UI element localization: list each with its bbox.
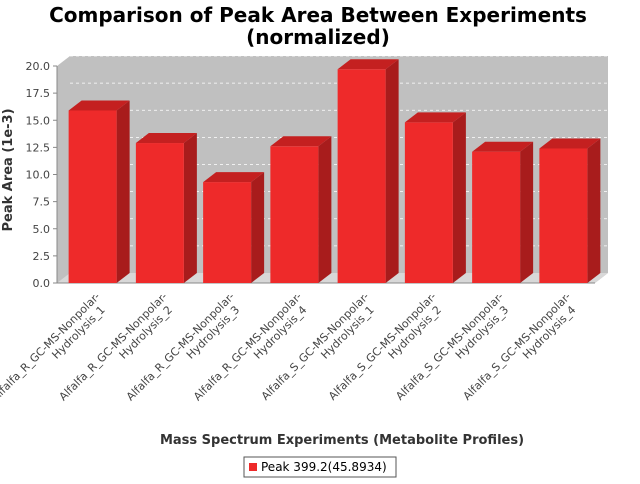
bar-top bbox=[270, 136, 332, 147]
x-tick-label-line: Alfalfa_S_GC-MS-Nonpolar- bbox=[461, 290, 574, 403]
bar-side bbox=[452, 112, 466, 283]
bar-side bbox=[520, 141, 534, 283]
bar-top bbox=[203, 172, 265, 183]
legend-label: Peak 399.2(45.8934) bbox=[261, 460, 387, 474]
y-tick-label: 7.5 bbox=[33, 196, 51, 209]
bar-front bbox=[270, 146, 319, 283]
chart-subtitle: (normalized) bbox=[246, 25, 390, 49]
y-tick-label: 10.0 bbox=[26, 169, 51, 182]
bar-top bbox=[68, 100, 130, 111]
plot-floor bbox=[57, 273, 608, 283]
bar-top bbox=[337, 59, 399, 70]
bar-front bbox=[337, 69, 386, 283]
bar bbox=[68, 100, 130, 283]
bar-top bbox=[135, 133, 197, 144]
bar-top bbox=[539, 138, 601, 149]
legend-box bbox=[243, 456, 397, 478]
bar bbox=[135, 133, 197, 283]
y-tick-label: 0.0 bbox=[33, 277, 51, 290]
y-tick-label: 15.0 bbox=[26, 114, 51, 127]
bar bbox=[270, 136, 332, 283]
x-axis-label: Mass Spectrum Experiments (Metabolite Pr… bbox=[160, 433, 524, 448]
bar-front bbox=[203, 182, 252, 283]
bar-top bbox=[404, 112, 466, 123]
bar-front bbox=[404, 122, 453, 283]
bar bbox=[539, 138, 601, 283]
y-axis: 0.0 2.5 5.0 7.5 10.0 12.5 15.0 17.5 20.0 bbox=[26, 60, 57, 290]
legend-swatch bbox=[249, 463, 257, 471]
x-tick-label-line: Alfalfa_R_GC-MS-Nonpolar- bbox=[0, 290, 103, 403]
legend: Peak 399.2(45.8934) bbox=[243, 456, 397, 478]
bar bbox=[203, 172, 265, 283]
bar-front bbox=[539, 148, 588, 283]
x-axis: Alfalfa_R_GC-MS-Nonpolar-Hydrolysis_1Alf… bbox=[0, 290, 578, 403]
x-tick-label-line: Alfalfa_S_GC-MS-Nonpolar- bbox=[393, 290, 506, 403]
bar-side bbox=[183, 133, 197, 283]
bar-side bbox=[385, 59, 399, 283]
bar bbox=[337, 59, 399, 283]
y-tick-label: 2.5 bbox=[33, 250, 51, 263]
y-tick-label: 17.5 bbox=[26, 87, 51, 100]
bar-top bbox=[472, 141, 534, 152]
bar-front bbox=[135, 143, 184, 283]
y-tick-label: 20.0 bbox=[26, 60, 51, 73]
bar-side bbox=[251, 172, 265, 283]
x-tick-label-line: Alfalfa_S_GC-MS-Nonpolar- bbox=[259, 290, 372, 403]
bar-side bbox=[587, 138, 601, 283]
bar-front bbox=[68, 110, 117, 283]
y-tick-label: 12.5 bbox=[26, 141, 51, 154]
bar-side bbox=[318, 136, 332, 283]
chart-title: Comparison of Peak Area Between Experime… bbox=[49, 3, 587, 27]
bar bbox=[472, 141, 534, 283]
bar-front bbox=[472, 151, 521, 283]
bars-group bbox=[68, 59, 601, 283]
bar-side bbox=[116, 100, 130, 283]
y-axis-label: Peak Area (1e-3) bbox=[1, 108, 16, 231]
y-tick-label: 5.0 bbox=[33, 223, 51, 236]
bar bbox=[404, 112, 466, 283]
x-tick-label-line: Alfalfa_S_GC-MS-Nonpolar- bbox=[326, 290, 439, 403]
